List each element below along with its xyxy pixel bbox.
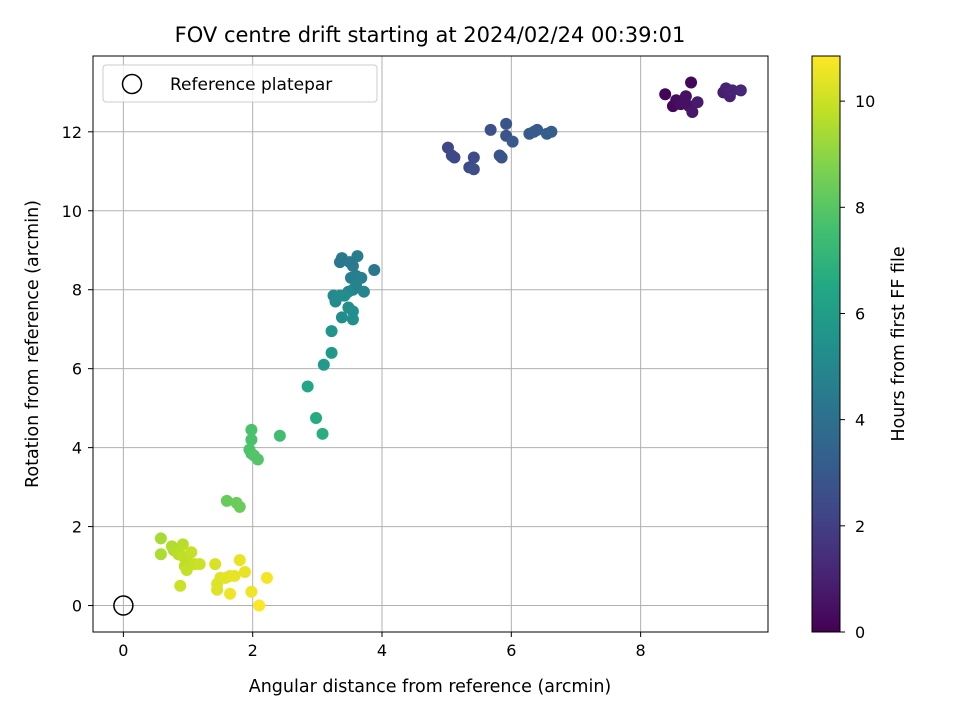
data-point: [691, 96, 704, 109]
y-tick-label: 6: [72, 360, 82, 379]
colorbar-tick-label: 2: [855, 517, 865, 536]
data-point: [228, 569, 241, 582]
data-point: [253, 599, 266, 612]
colorbar-tick-label: 6: [855, 304, 865, 323]
data-point: [209, 558, 222, 571]
legend-box: [102, 64, 378, 103]
data-point: [245, 433, 258, 446]
data-point: [238, 565, 251, 578]
colorbar: 0 2 4 6 8 10 Hours from first FF file: [811, 55, 909, 642]
data-point: [659, 88, 672, 101]
data-point: [233, 500, 246, 513]
data-point: [467, 163, 480, 176]
x-tick-label: 0: [118, 641, 128, 660]
data-point: [368, 263, 381, 276]
data-point: [357, 285, 370, 298]
data-point: [154, 532, 167, 545]
data-point: [495, 151, 508, 164]
data-point: [220, 494, 233, 507]
y-tick-label: 12: [62, 123, 82, 142]
colorbar-tick-label: 8: [855, 198, 865, 217]
data-point: [310, 412, 323, 425]
data-point: [317, 358, 330, 371]
data-point: [338, 289, 351, 302]
data-point: [251, 453, 264, 466]
data-point: [154, 548, 167, 561]
x-tick-label: 6: [506, 641, 516, 660]
data-point: [484, 123, 497, 136]
y-tick-label: 10: [62, 202, 82, 221]
plot-area: 0 2 4 6 8 0 2 4 6 8 10 12: [62, 55, 769, 660]
data-point: [685, 76, 698, 89]
colorbar-tick-label: 4: [855, 411, 865, 430]
y-tick-label: 2: [72, 518, 82, 537]
data-point: [545, 125, 558, 138]
data-point: [678, 96, 691, 109]
data-point: [686, 106, 699, 119]
data-point: [180, 564, 193, 577]
legend-marker-reference: [121, 73, 143, 95]
legend: Reference platepar: [102, 64, 378, 103]
y-tick-label: 8: [72, 281, 82, 300]
legend-entry-reference: Reference platepar: [170, 75, 332, 95]
x-axis-label: Angular distance from reference (arcmin): [249, 677, 612, 697]
reference-platepar-marker: [113, 595, 134, 616]
data-point: [233, 554, 246, 567]
y-tick-label: 0: [72, 597, 82, 616]
data-point: [734, 84, 747, 97]
data-point: [500, 117, 513, 130]
colorbar-ticks: 0 2 4 6 8 10: [840, 92, 875, 642]
colorbar-tick-label: 10: [855, 92, 875, 111]
data-point: [346, 260, 359, 273]
x-tick-label: 2: [248, 641, 258, 660]
colorbar-label: Hours from first FF file: [889, 246, 909, 441]
data-point: [448, 151, 461, 164]
data-point: [211, 583, 224, 596]
x-tick-label: 8: [636, 641, 646, 660]
data-point: [245, 585, 258, 598]
data-point: [325, 325, 338, 338]
y-tick-label: 4: [72, 439, 82, 458]
colorbar-tick-label: 0: [855, 623, 865, 642]
data-point: [193, 558, 206, 571]
data-point: [351, 250, 364, 263]
chart-title: FOV centre drift starting at 2024/02/24 …: [175, 23, 686, 47]
data-point: [174, 579, 187, 592]
data-point: [726, 84, 739, 97]
data-point: [301, 380, 314, 393]
data-point: [467, 151, 480, 164]
data-point: [316, 427, 329, 440]
data-point: [531, 123, 544, 136]
data-point: [325, 346, 338, 359]
data-point: [273, 429, 286, 442]
data-point: [224, 587, 237, 600]
x-tick-label: 4: [377, 641, 387, 660]
data-point: [185, 546, 198, 559]
colorbar-gradient: [811, 55, 841, 633]
data-point: [335, 311, 348, 324]
data-point: [245, 423, 258, 436]
data-point: [260, 571, 273, 584]
y-axis-label: Rotation from reference (arcmin): [23, 200, 43, 488]
plot-frame: [92, 55, 769, 633]
data-point: [506, 135, 519, 148]
data-point: [346, 313, 359, 326]
data-point: [176, 538, 189, 551]
